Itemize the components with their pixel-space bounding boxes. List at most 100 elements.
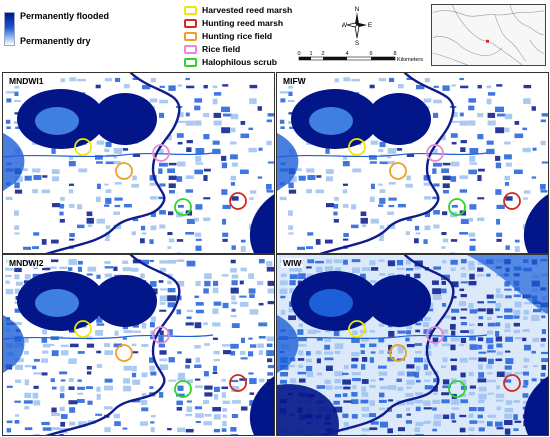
field-parcel: [32, 168, 41, 173]
field-parcel: [167, 288, 176, 293]
field-parcel: [60, 379, 66, 382]
field-parcel: [423, 364, 428, 370]
field-parcel: [451, 407, 460, 410]
field-parcel: [451, 281, 459, 288]
field-parcel: [496, 204, 505, 210]
field-parcel: [104, 266, 114, 269]
field-parcel: [495, 336, 503, 342]
field-parcel: [504, 413, 513, 419]
field-parcel: [378, 238, 384, 242]
field-parcel: [513, 315, 520, 319]
field-parcel: [342, 379, 351, 385]
field-parcel: [342, 204, 349, 208]
field-parcel: [468, 260, 475, 267]
field-parcel: [361, 386, 367, 392]
field-parcel: [267, 161, 274, 164]
field-parcel: [406, 154, 415, 157]
field-parcel: [424, 316, 431, 322]
field-parcel: [495, 162, 502, 169]
field-parcel: [159, 267, 167, 272]
field-parcel: [266, 260, 273, 267]
field-parcel: [42, 343, 51, 348]
field-parcel: [433, 148, 438, 154]
field-parcel: [23, 400, 33, 404]
field-parcel: [514, 420, 522, 423]
field-parcel: [423, 407, 432, 410]
field-parcel: [59, 434, 64, 435]
irrigation-channel: [277, 152, 488, 158]
river-rhone: [45, 73, 181, 253]
field-parcel: [387, 428, 393, 434]
field-parcel: [477, 267, 484, 272]
field-parcel: [23, 246, 32, 250]
field-parcel: [6, 420, 13, 424]
field-parcel: [370, 218, 379, 224]
field-parcel: [540, 119, 546, 123]
field-parcel: [504, 288, 512, 291]
field-parcel: [33, 400, 41, 406]
field-parcel: [414, 357, 423, 363]
rice-field-site: [426, 144, 444, 162]
field-parcel: [239, 295, 247, 298]
field-parcel: [469, 147, 479, 154]
field-parcel: [352, 168, 362, 173]
field-parcel: [369, 84, 375, 89]
field-parcel: [513, 169, 523, 175]
field-parcel: [297, 329, 304, 335]
field-parcel: [248, 147, 257, 153]
field-parcel: [279, 91, 289, 94]
field-parcel: [149, 386, 154, 389]
field-parcel: [68, 259, 78, 265]
field-parcel: [113, 155, 118, 159]
legend-item-harvested-reed-marsh: Harvested reed marsh: [184, 4, 314, 16]
field-parcel: [298, 364, 304, 369]
field-parcel: [195, 357, 201, 363]
field-parcel: [351, 364, 358, 369]
field-parcel: [316, 372, 322, 376]
lake-shallows: [35, 107, 79, 135]
legend-label: Hunting reed marsh: [202, 18, 284, 28]
field-parcel: [450, 176, 457, 182]
field-parcel: [185, 189, 194, 193]
field-parcel: [361, 224, 367, 228]
field-parcel: [15, 364, 24, 370]
field-parcel: [379, 161, 389, 165]
field-parcel: [221, 162, 228, 169]
field-parcel: [370, 421, 379, 425]
field-parcel: [288, 189, 297, 194]
field-parcel: [77, 379, 82, 382]
field-parcel: [514, 246, 520, 252]
field-parcel: [306, 246, 314, 250]
field-parcel: [351, 267, 360, 274]
west-marsh: [277, 315, 299, 373]
field-parcel: [32, 392, 39, 399]
field-parcel: [104, 350, 114, 356]
field-parcel: [257, 176, 263, 179]
field-parcel: [176, 239, 184, 242]
field-parcel: [231, 386, 240, 392]
coastal-lagoon: [524, 194, 548, 253]
field-parcel: [141, 407, 149, 412]
field-parcel: [159, 260, 169, 264]
field-parcel: [397, 427, 406, 432]
field-parcel: [289, 280, 296, 286]
field-parcel: [487, 392, 495, 395]
field-parcel: [397, 386, 404, 391]
field-parcel: [415, 421, 424, 427]
field-parcel: [257, 106, 262, 111]
field-parcel: [42, 427, 52, 431]
field-parcel: [150, 77, 156, 83]
field-parcel: [33, 232, 40, 236]
field-parcel: [266, 350, 274, 357]
field-parcel: [104, 273, 113, 278]
field-parcel: [24, 364, 32, 368]
map-panel-mndwi2: MNDWI2: [2, 254, 275, 436]
field-parcel: [159, 183, 166, 187]
field-parcel: [266, 183, 272, 190]
field-parcel: [113, 161, 121, 165]
field-parcel: [114, 77, 121, 83]
field-parcel: [504, 175, 510, 181]
field-parcel: [60, 196, 65, 201]
field-parcel: [288, 91, 293, 97]
field-parcel: [334, 393, 342, 398]
